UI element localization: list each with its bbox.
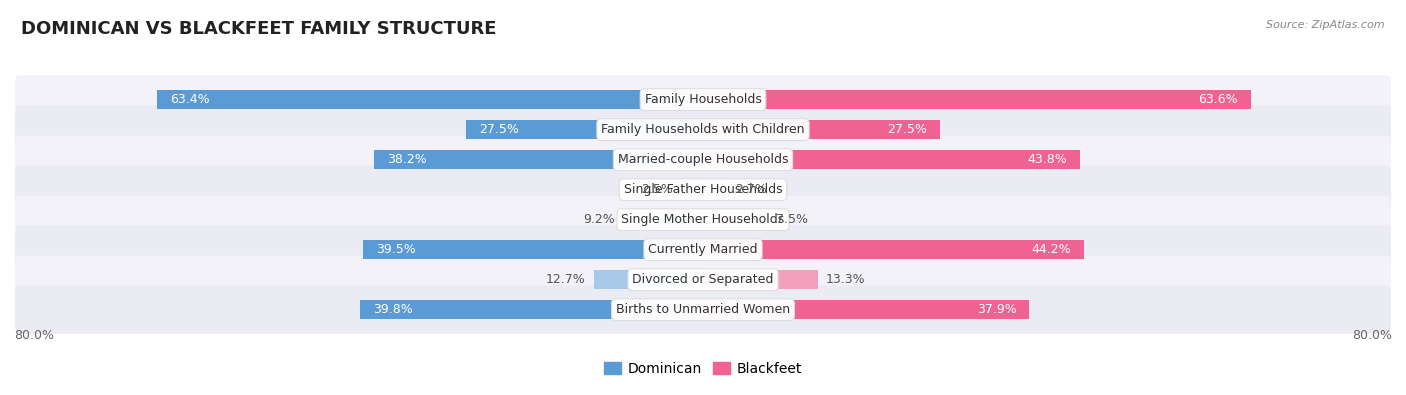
- Text: 27.5%: 27.5%: [479, 123, 519, 136]
- FancyBboxPatch shape: [15, 226, 1391, 274]
- Text: Married-couple Households: Married-couple Households: [617, 153, 789, 166]
- Text: DOMINICAN VS BLACKFEET FAMILY STRUCTURE: DOMINICAN VS BLACKFEET FAMILY STRUCTURE: [21, 20, 496, 38]
- Text: 44.2%: 44.2%: [1031, 243, 1071, 256]
- FancyBboxPatch shape: [15, 75, 1391, 124]
- FancyBboxPatch shape: [15, 256, 1391, 304]
- Bar: [593, 270, 703, 290]
- Text: 39.5%: 39.5%: [375, 243, 416, 256]
- FancyBboxPatch shape: [15, 196, 1391, 244]
- Text: Source: ZipAtlas.com: Source: ZipAtlas.com: [1267, 20, 1385, 30]
- Text: 27.5%: 27.5%: [887, 123, 927, 136]
- Bar: [703, 270, 817, 290]
- Bar: [363, 240, 703, 260]
- Text: 2.7%: 2.7%: [735, 183, 766, 196]
- Text: 2.5%: 2.5%: [641, 183, 673, 196]
- Bar: [703, 210, 768, 229]
- Text: Births to Unmarried Women: Births to Unmarried Women: [616, 303, 790, 316]
- Text: Divorced or Separated: Divorced or Separated: [633, 273, 773, 286]
- Text: Single Mother Households: Single Mother Households: [621, 213, 785, 226]
- Bar: [703, 240, 1084, 260]
- Bar: [360, 300, 703, 320]
- Text: 37.9%: 37.9%: [977, 303, 1017, 316]
- Legend: Dominican, Blackfeet: Dominican, Blackfeet: [599, 356, 807, 381]
- Text: 63.6%: 63.6%: [1198, 93, 1237, 106]
- FancyBboxPatch shape: [15, 135, 1391, 184]
- Bar: [467, 120, 703, 139]
- Bar: [682, 180, 703, 199]
- Text: 7.5%: 7.5%: [776, 213, 808, 226]
- FancyBboxPatch shape: [15, 166, 1391, 214]
- Bar: [703, 180, 727, 199]
- FancyBboxPatch shape: [15, 286, 1391, 334]
- Text: Family Households: Family Households: [644, 93, 762, 106]
- Text: 12.7%: 12.7%: [546, 273, 585, 286]
- Text: 9.2%: 9.2%: [583, 213, 616, 226]
- Bar: [703, 300, 1029, 320]
- Bar: [374, 150, 703, 169]
- FancyBboxPatch shape: [15, 105, 1391, 154]
- Text: Single Father Households: Single Father Households: [624, 183, 782, 196]
- Text: Currently Married: Currently Married: [648, 243, 758, 256]
- Text: 13.3%: 13.3%: [827, 273, 866, 286]
- Bar: [703, 90, 1251, 109]
- Text: 80.0%: 80.0%: [14, 329, 53, 342]
- Bar: [624, 210, 703, 229]
- Text: Family Households with Children: Family Households with Children: [602, 123, 804, 136]
- Text: 80.0%: 80.0%: [1353, 329, 1392, 342]
- Text: 39.8%: 39.8%: [373, 303, 413, 316]
- Bar: [703, 120, 939, 139]
- Bar: [703, 150, 1080, 169]
- Bar: [157, 90, 703, 109]
- Text: 43.8%: 43.8%: [1028, 153, 1067, 166]
- Text: 38.2%: 38.2%: [387, 153, 426, 166]
- Text: 63.4%: 63.4%: [170, 93, 209, 106]
